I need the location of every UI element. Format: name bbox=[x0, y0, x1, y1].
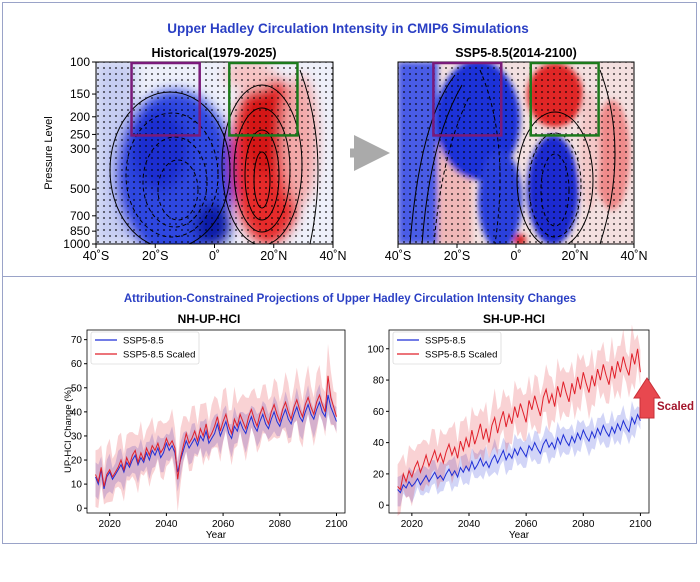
heatmap-historical: Historical(1979-2025) bbox=[43, 46, 347, 263]
xtick-label: 2040 bbox=[155, 519, 178, 530]
xtick-label: 2020 bbox=[99, 519, 122, 530]
heatmap-xtick-label: 20˚N bbox=[561, 249, 588, 263]
ytick-label: 50 bbox=[71, 383, 83, 394]
heatmap-ytick-label: 1000 bbox=[63, 237, 90, 251]
ytick-label: 60 bbox=[71, 359, 83, 370]
series-band bbox=[397, 401, 641, 507]
heatmap-xtick-label: 0˚ bbox=[209, 249, 220, 263]
heatmap-ytick-label: 300 bbox=[70, 142, 90, 156]
xtick-label: 2080 bbox=[572, 519, 595, 530]
heatmap-ssp585: SSP5-8.5(2014-2100) bbox=[385, 46, 648, 263]
ytick-label: 60 bbox=[373, 407, 385, 418]
legend-label: SSP5-8.5 Scaled bbox=[425, 350, 497, 361]
xtick-label: 2060 bbox=[515, 519, 538, 530]
heatmap-ytick-label: 700 bbox=[70, 209, 90, 223]
heatmap-historical-title: Historical(1979-2025) bbox=[151, 46, 276, 60]
up-arrow-icon bbox=[633, 377, 661, 419]
ytick-label: 0 bbox=[76, 504, 82, 515]
legend-label: SSP5-8.5 bbox=[425, 336, 466, 347]
series-line bbox=[397, 348, 641, 491]
ytick-label: 10 bbox=[71, 480, 83, 491]
xtick-label: 2040 bbox=[458, 519, 481, 530]
heatmap-xtick-label: 40˚N bbox=[319, 249, 346, 263]
ytick-label: 40 bbox=[71, 407, 83, 418]
line-chart-nh: NH-UP-HCI 2020 2040 2060 2080 2100 0 10 20 30 40 5… bbox=[63, 312, 348, 541]
purple-box bbox=[130, 61, 201, 137]
series-line bbox=[397, 413, 641, 494]
lower-title: Attribution-Constrained Projections of U… bbox=[124, 293, 576, 305]
xtick-label: 2060 bbox=[212, 519, 235, 530]
ytick-label: 70 bbox=[71, 335, 83, 346]
series-line bbox=[95, 375, 337, 487]
legend-box bbox=[90, 331, 200, 365]
line-chart-nh-ylabel: UP-HCI Change (%) bbox=[63, 387, 74, 473]
legend-label: SSP5-8.5 Scaled bbox=[123, 350, 195, 361]
ytick-label: 40 bbox=[373, 438, 385, 449]
legend-box bbox=[392, 331, 502, 365]
heatmap-xtick-label: 20˚S bbox=[142, 249, 168, 263]
xtick-label: 2080 bbox=[269, 519, 292, 530]
xtick-label: 2020 bbox=[401, 519, 424, 530]
series-band bbox=[397, 324, 641, 516]
heatmap-ytick-label: 250 bbox=[70, 127, 90, 141]
heatmap-ytick-label: 850 bbox=[70, 224, 90, 238]
ytick-label: 20 bbox=[373, 469, 385, 480]
ytick-label: 30 bbox=[71, 431, 83, 442]
line-chart-nh-title: NH-UP-HCI bbox=[178, 312, 241, 326]
series-band bbox=[95, 375, 337, 500]
heatmap-xtick-label: 20˚S bbox=[444, 249, 470, 263]
heatmap-xtick-label: 0˚ bbox=[510, 249, 521, 263]
series-line bbox=[95, 394, 337, 490]
heatmap-ytick-label: 100 bbox=[70, 55, 90, 69]
ytick-label: 0 bbox=[378, 501, 384, 512]
line-chart-sh-xlabel: Year bbox=[509, 530, 530, 541]
green-box bbox=[228, 61, 299, 137]
ytick-label: 100 bbox=[367, 344, 384, 355]
ytick-label: 20 bbox=[71, 456, 83, 467]
green-box bbox=[529, 61, 600, 137]
xtick-label: 2100 bbox=[325, 519, 348, 530]
legend-label: SSP5-8.5 bbox=[123, 336, 164, 347]
heatmap-ylabel: Pressure Level bbox=[43, 116, 55, 189]
line-chart-sh-title: SH-UP-HCI bbox=[483, 312, 545, 326]
heatmap-xtick-label: 40˚S bbox=[83, 249, 109, 263]
purple-box bbox=[432, 61, 503, 137]
heatmap-xtick-label: 40˚S bbox=[385, 249, 411, 263]
ytick-label: 80 bbox=[373, 376, 385, 387]
heatmap-ytick-label: 150 bbox=[70, 87, 90, 101]
heatmap-ytick-label: 500 bbox=[70, 182, 90, 196]
line-chart-sh: SH-UP-HCI 2020 2040 2060 2080 21000204060801… bbox=[367, 312, 652, 541]
heatmap-ssp585-title: SSP5-8.5(2014-2100) bbox=[455, 46, 577, 60]
heatmap-xtick-label: 20˚N bbox=[260, 249, 287, 263]
heatmap-ytick-label: 200 bbox=[70, 110, 90, 124]
line-chart-nh-xlabel: Year bbox=[206, 530, 227, 541]
heatmap-xtick-label: 40˚N bbox=[620, 249, 647, 263]
figure-title: Upper Hadley Circulation Intensity in CM… bbox=[167, 21, 529, 36]
scaled-label: Scaled bbox=[657, 401, 694, 413]
scaled-annotation: Scaled bbox=[633, 377, 694, 419]
xtick-label: 2100 bbox=[629, 519, 652, 530]
